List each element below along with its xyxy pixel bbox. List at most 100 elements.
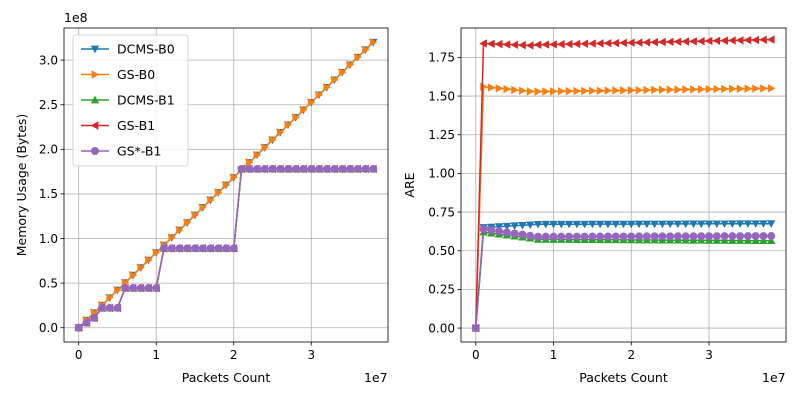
data-point [728,220,737,228]
x-axis-multiplier: 1e7 [364,370,388,385]
data-point [152,248,161,257]
data-point [471,324,480,333]
data-point [519,86,527,95]
data-point [564,39,573,49]
series-line [475,228,772,329]
data-point [573,86,582,96]
data-point [113,303,122,312]
data-point [580,232,589,241]
data-point [534,87,543,96]
data-point [214,244,223,253]
data-point [361,164,370,173]
y-tick-label: 1.50 [428,89,455,103]
legend-marker [91,147,99,155]
data-point [222,180,231,190]
data-point [541,220,550,229]
data-point [650,37,658,47]
data-point [736,84,745,93]
data-point [487,83,496,92]
data-point [744,84,753,93]
data-point [510,222,519,230]
data-point [362,45,370,54]
data-point [145,255,153,265]
y-tick-label: 0.75 [428,205,455,219]
data-point [292,113,300,122]
data-point [533,40,542,49]
series-dcms-b1 [471,227,776,332]
data-point [690,85,698,94]
data-point [619,38,627,48]
data-point [97,303,106,312]
data-point [580,220,589,229]
data-point [681,232,690,241]
data-point [315,164,324,173]
data-point [760,84,768,93]
data-point [106,293,114,302]
data-point [611,232,620,241]
data-point [627,220,636,229]
data-point [369,164,378,173]
data-point [603,220,613,229]
data-point [712,232,721,241]
data-point [666,85,675,94]
legend-entry: GS*-B1 [81,144,161,159]
data-point [214,188,223,197]
data-point [322,164,331,173]
data-point [751,236,760,244]
data-point [595,220,605,229]
data-point [136,284,145,293]
x-tick-label: 1 [550,348,558,362]
data-point [751,232,760,241]
data-point [589,86,597,95]
data-point [315,90,324,100]
data-point [502,40,511,49]
data-point [612,86,620,95]
data-point [183,244,192,253]
data-point [338,164,347,173]
data-point [627,232,636,241]
data-point [525,221,535,230]
data-point [665,220,675,229]
data-point [689,37,697,46]
data-point [550,87,558,96]
data-point [735,36,744,45]
data-point [307,98,316,107]
data-point [549,232,558,241]
data-point [503,84,512,94]
data-point [331,75,339,85]
series-gs-b0 [75,38,378,332]
data-point [603,232,612,241]
data-point [565,86,574,96]
data-point [603,39,612,48]
data-point [712,220,722,229]
data-point [128,284,137,293]
legend-entry: GS-B0 [81,67,155,82]
data-point [511,85,519,95]
x-tick-label: 0 [472,348,480,362]
data-point [759,232,768,241]
data-point [627,86,636,95]
data-point [767,35,775,44]
data-point [767,236,776,245]
data-point [533,220,543,229]
data-point [728,36,736,45]
data-point [269,135,277,145]
data-point [673,232,682,241]
legend-marker [90,95,100,104]
data-point [650,232,659,241]
data-point [650,220,659,229]
x-axis-label: Packets Count [579,370,668,385]
data-point [245,158,254,167]
data-point [595,39,604,48]
legend-marker [90,45,100,54]
legend-label: GS-B0 [117,67,155,82]
data-point [253,150,262,160]
data-point [767,232,776,241]
data-point [354,53,362,62]
data-point [619,232,628,241]
data-point [307,164,316,173]
data-point [557,232,566,241]
x-tick-label: 1 [152,348,160,362]
legend-entry: DCMS-B1 [81,93,175,108]
